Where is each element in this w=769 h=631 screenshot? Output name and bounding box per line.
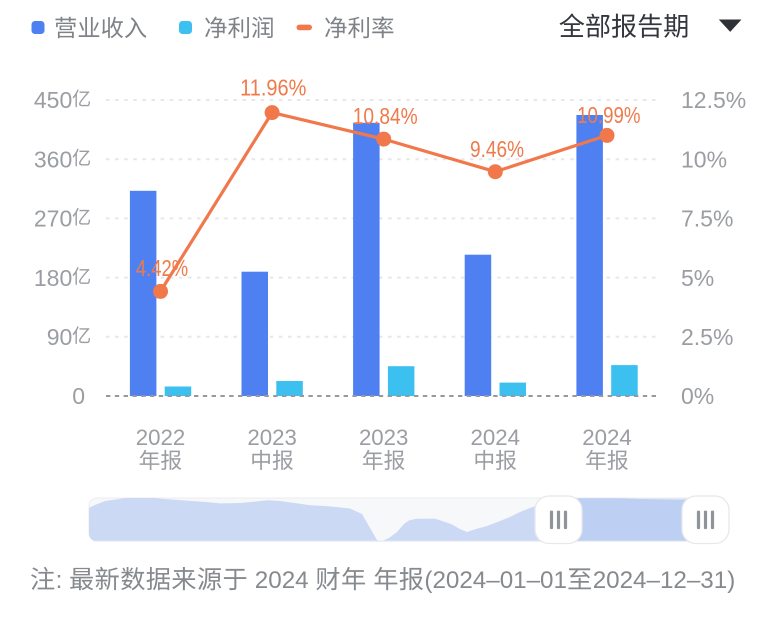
svg-text:12.5%: 12.5% [681, 87, 746, 113]
svg-text:90: 90 [47, 324, 73, 350]
svg-text:10.84%: 10.84% [353, 103, 418, 129]
svg-text:2.5%: 2.5% [681, 324, 733, 350]
svg-text:2023: 2023 [359, 425, 409, 450]
svg-text:9.46%: 9.46% [470, 136, 524, 162]
svg-text:180: 180 [34, 265, 72, 291]
svg-text:4.42%: 4.42% [136, 255, 188, 281]
svg-text:7.5%: 7.5% [681, 206, 733, 232]
svg-text:10%: 10% [681, 146, 727, 172]
svg-text:5%: 5% [681, 265, 714, 291]
svg-text:2022: 2022 [136, 425, 186, 450]
svg-text:2024–12–31): 2024–12–31) [593, 567, 736, 594]
svg-text:0%: 0% [681, 383, 714, 409]
svg-text:450: 450 [34, 87, 72, 113]
svg-text:2024: 2024 [582, 425, 632, 450]
svg-text:360: 360 [34, 146, 72, 172]
svg-text:0: 0 [72, 383, 85, 409]
svg-text:10.99%: 10.99% [577, 102, 640, 128]
svg-text:270: 270 [34, 206, 72, 232]
svg-text:(2024–01–01: (2024–01–01 [424, 567, 567, 594]
svg-text:2024: 2024 [471, 425, 521, 450]
svg-text:2024: 2024 [255, 567, 309, 594]
svg-text:2023: 2023 [247, 425, 297, 450]
svg-text::: : [56, 567, 63, 594]
svg-text:11.96%: 11.96% [240, 75, 306, 101]
